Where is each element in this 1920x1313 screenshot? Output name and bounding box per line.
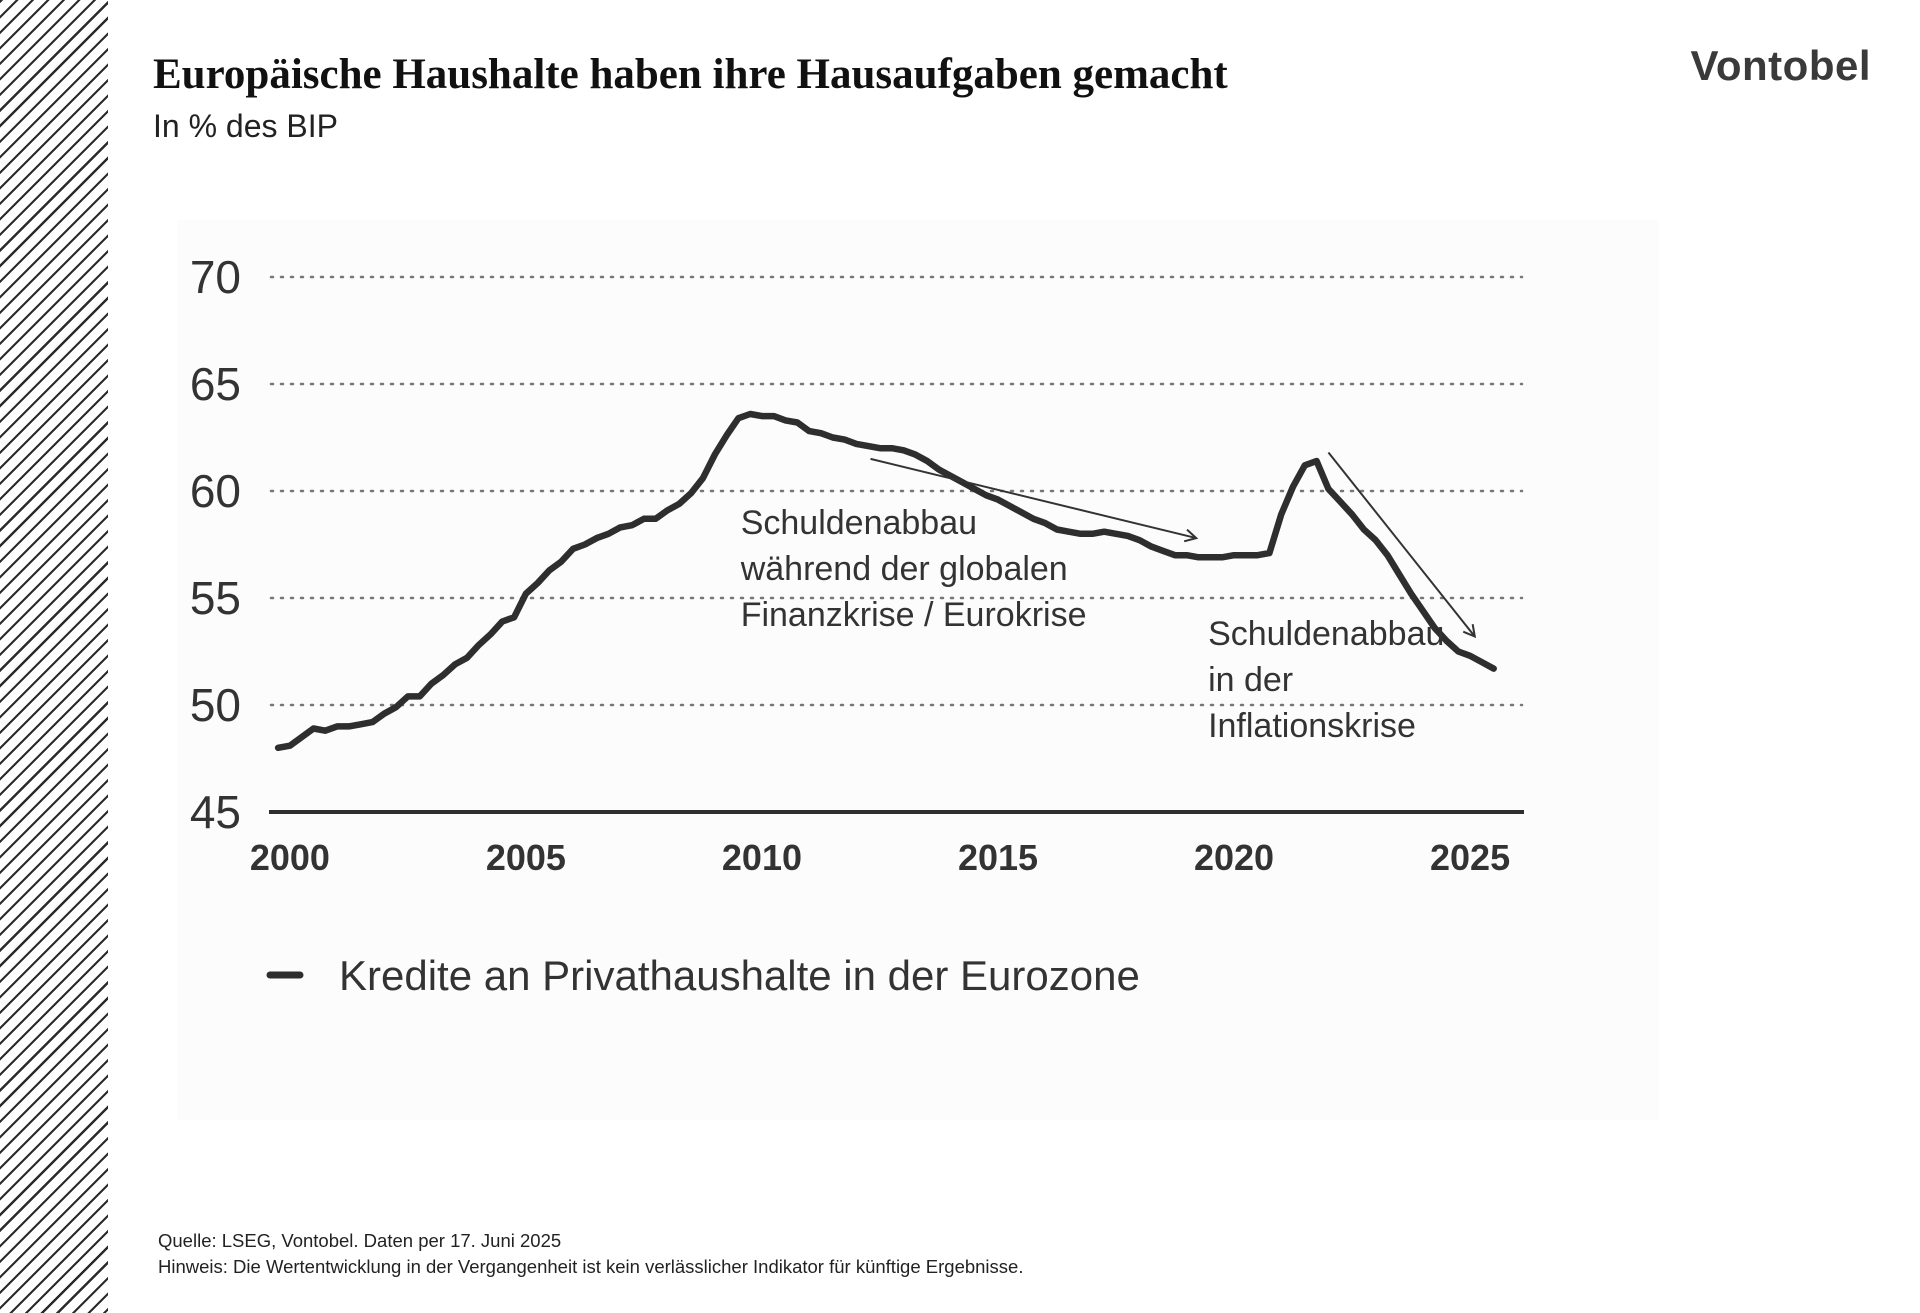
chart-panel: 45 50 55 60 65 70 2000 2005 2010 2015 2020 2025 Schu… [177, 220, 1659, 1120]
annotation-arrow-2 [1327, 451, 1474, 636]
x-tick-label-2015: 2015 [958, 837, 1038, 878]
annotation-1-line-1: Schuldenabbau [741, 504, 977, 542]
hatched-side-band [0, 0, 108, 1313]
page-subtitle: In % des BIP [153, 108, 338, 144]
y-tick-label-50: 50 [190, 679, 241, 731]
y-tick-label-60: 60 [190, 465, 241, 517]
annotation-2-line-1: Schuldenabbau [1208, 615, 1444, 653]
source-note: Quelle: LSEG, Vontobel. Daten per 17. Ju… [158, 1230, 562, 1251]
x-tick-label-2025: 2025 [1430, 837, 1510, 878]
x-tick-label-2005: 2005 [486, 837, 566, 878]
x-tick-label-2020: 2020 [1194, 837, 1274, 878]
annotation-arrow-1 [870, 457, 1197, 538]
page-title: Europäische Haushalte haben ihre Hausauf… [153, 51, 1228, 98]
y-tick-label-55: 55 [190, 572, 241, 624]
vontobel-logo: Vontobel [1690, 42, 1871, 89]
legend-label-0: Kredite an Privathaushalte in der Eurozo… [339, 952, 1140, 999]
x-tick-label-2000: 2000 [250, 837, 330, 878]
y-tick-label-65: 65 [190, 358, 241, 410]
annotation-2-line-3: Inflationskrise [1208, 707, 1416, 745]
annotation-1-line-3: Finanzkrise / Eurokrise [741, 596, 1087, 634]
annotation-1-line-2: während der globalen [740, 550, 1068, 588]
x-tick-label-2010: 2010 [722, 837, 802, 878]
line-chart: 45 50 55 60 65 70 2000 2005 2010 2015 2020 2025 Schu… [190, 251, 1524, 999]
series-line-0 [274, 410, 1497, 752]
y-tick-label-45: 45 [190, 786, 241, 838]
y-tick-label-70: 70 [190, 251, 241, 303]
annotation-2-line-2: in der [1208, 661, 1293, 699]
disclaimer-note: Hinweis: Die Wertentwicklung in der Verg… [158, 1256, 1024, 1277]
footer: Quelle: LSEG, Vontobel. Daten per 17. Ju… [158, 1228, 1023, 1280]
